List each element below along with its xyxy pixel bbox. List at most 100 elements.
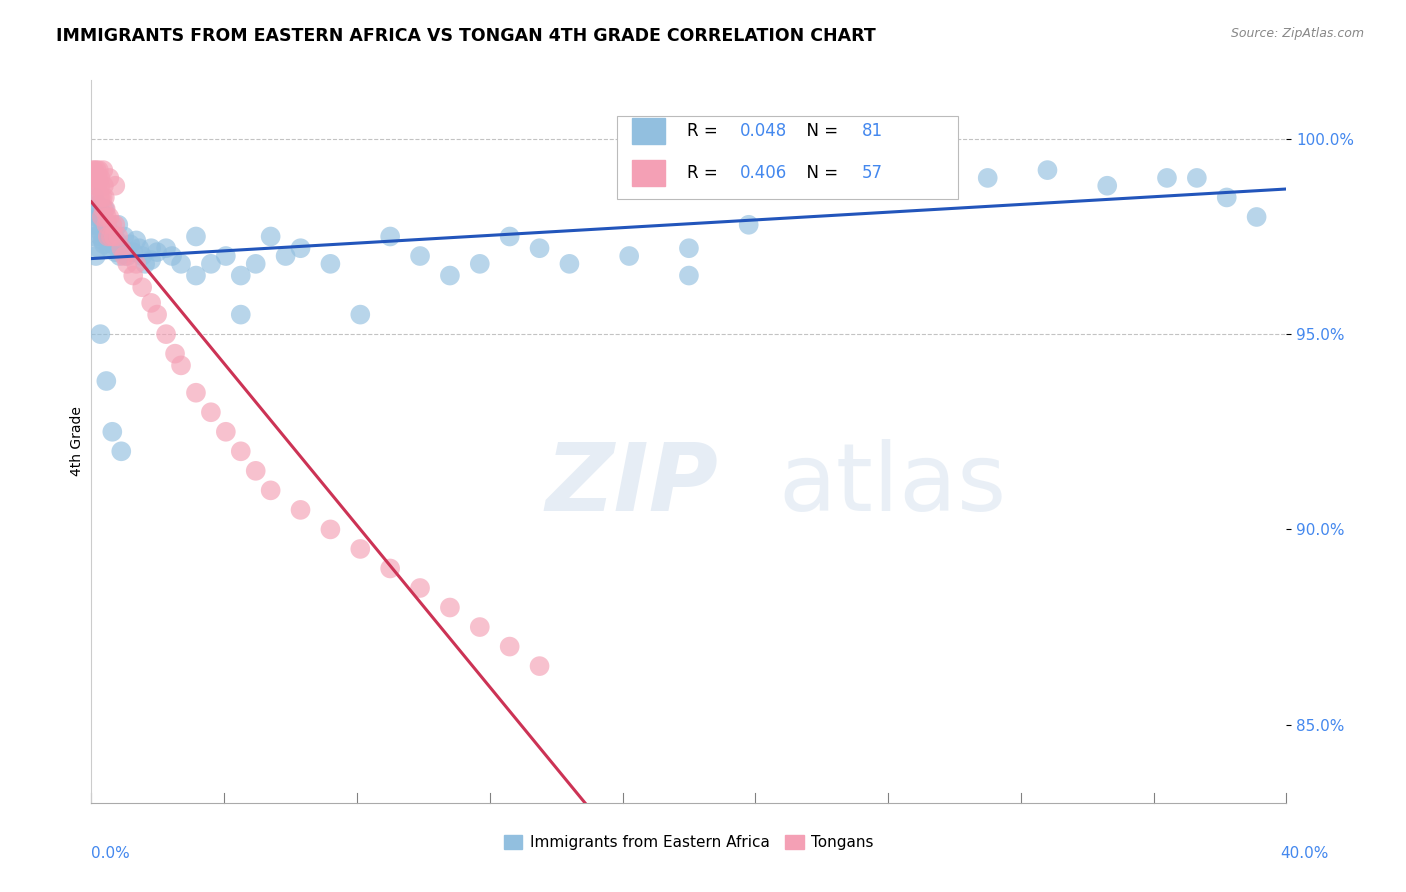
Point — [125, 257, 148, 271]
Point — [83, 170, 105, 185]
Point — [349, 308, 371, 322]
Point — [319, 523, 342, 537]
Point — [229, 444, 252, 458]
FancyBboxPatch shape — [631, 161, 665, 186]
Point — [96, 218, 118, 232]
Point — [83, 202, 105, 216]
Point — [290, 503, 312, 517]
Point — [184, 229, 207, 244]
Point — [131, 280, 153, 294]
Point — [110, 241, 132, 255]
Point — [104, 178, 127, 193]
Point — [93, 163, 115, 178]
Point — [141, 296, 162, 310]
Point — [90, 210, 112, 224]
Point — [86, 218, 108, 232]
Point — [93, 214, 115, 228]
Point — [409, 249, 432, 263]
Point — [115, 249, 138, 263]
Point — [84, 249, 107, 263]
Point — [163, 346, 186, 360]
Point — [215, 249, 238, 263]
Text: IMMIGRANTS FROM EASTERN AFRICA VS TONGAN 4TH GRADE CORRELATION CHART: IMMIGRANTS FROM EASTERN AFRICA VS TONGAN… — [56, 27, 876, 45]
Point — [378, 561, 402, 575]
Point — [91, 234, 114, 248]
Point — [160, 249, 183, 263]
Point — [678, 268, 700, 283]
Legend: Immigrants from Eastern Africa, Tongans: Immigrants from Eastern Africa, Tongans — [498, 830, 880, 856]
Point — [558, 257, 581, 271]
Point — [439, 268, 461, 283]
Point — [90, 190, 112, 204]
Point — [82, 163, 104, 178]
Point — [155, 327, 177, 342]
Point — [976, 170, 998, 185]
Point — [1185, 170, 1208, 185]
Text: N =: N = — [796, 121, 844, 140]
Text: 0.0%: 0.0% — [91, 847, 131, 861]
Point — [86, 210, 108, 224]
Point — [128, 241, 150, 255]
Point — [112, 249, 135, 263]
Point — [498, 229, 520, 244]
Point — [98, 241, 121, 255]
Point — [87, 170, 110, 185]
Point — [1156, 170, 1178, 185]
Point — [170, 257, 193, 271]
Point — [94, 226, 117, 240]
Point — [917, 163, 939, 178]
Point — [245, 257, 267, 271]
Point — [349, 541, 371, 556]
Point — [82, 218, 104, 232]
Point — [101, 237, 124, 252]
Point — [498, 640, 520, 654]
Point — [83, 163, 105, 178]
Point — [155, 241, 177, 255]
Point — [87, 198, 110, 212]
Point — [104, 245, 127, 260]
Point — [1097, 178, 1119, 193]
Text: 57: 57 — [862, 164, 883, 182]
Point — [245, 464, 267, 478]
Point — [184, 385, 207, 400]
Point — [108, 249, 131, 263]
Point — [105, 234, 128, 248]
Point — [378, 229, 402, 244]
Point — [115, 257, 138, 271]
Point — [737, 218, 759, 232]
Point — [827, 170, 849, 185]
Point — [90, 226, 112, 240]
Point — [259, 483, 281, 498]
FancyBboxPatch shape — [631, 118, 665, 144]
Point — [184, 268, 207, 283]
Point — [101, 218, 124, 232]
Point — [110, 241, 132, 255]
Point — [229, 268, 252, 283]
Point — [141, 241, 162, 255]
Point — [200, 405, 222, 419]
Point — [619, 249, 641, 263]
Point — [112, 229, 135, 244]
Point — [87, 241, 110, 255]
Point — [103, 229, 125, 244]
Point — [215, 425, 238, 439]
Point — [146, 308, 169, 322]
Y-axis label: 4th Grade: 4th Grade — [70, 407, 84, 476]
Point — [107, 229, 129, 244]
Point — [104, 218, 127, 232]
Point — [146, 245, 169, 260]
Point — [97, 234, 120, 248]
Text: ZIP: ZIP — [546, 439, 718, 531]
Point — [96, 210, 118, 224]
Point — [94, 202, 117, 216]
Point — [134, 257, 156, 271]
Point — [87, 163, 110, 178]
Text: 0.406: 0.406 — [741, 164, 787, 182]
Point — [89, 229, 111, 244]
Point — [100, 226, 122, 240]
Point — [96, 229, 118, 244]
Point — [468, 620, 491, 634]
Point — [122, 245, 145, 260]
Point — [83, 190, 105, 204]
Point — [94, 190, 117, 204]
